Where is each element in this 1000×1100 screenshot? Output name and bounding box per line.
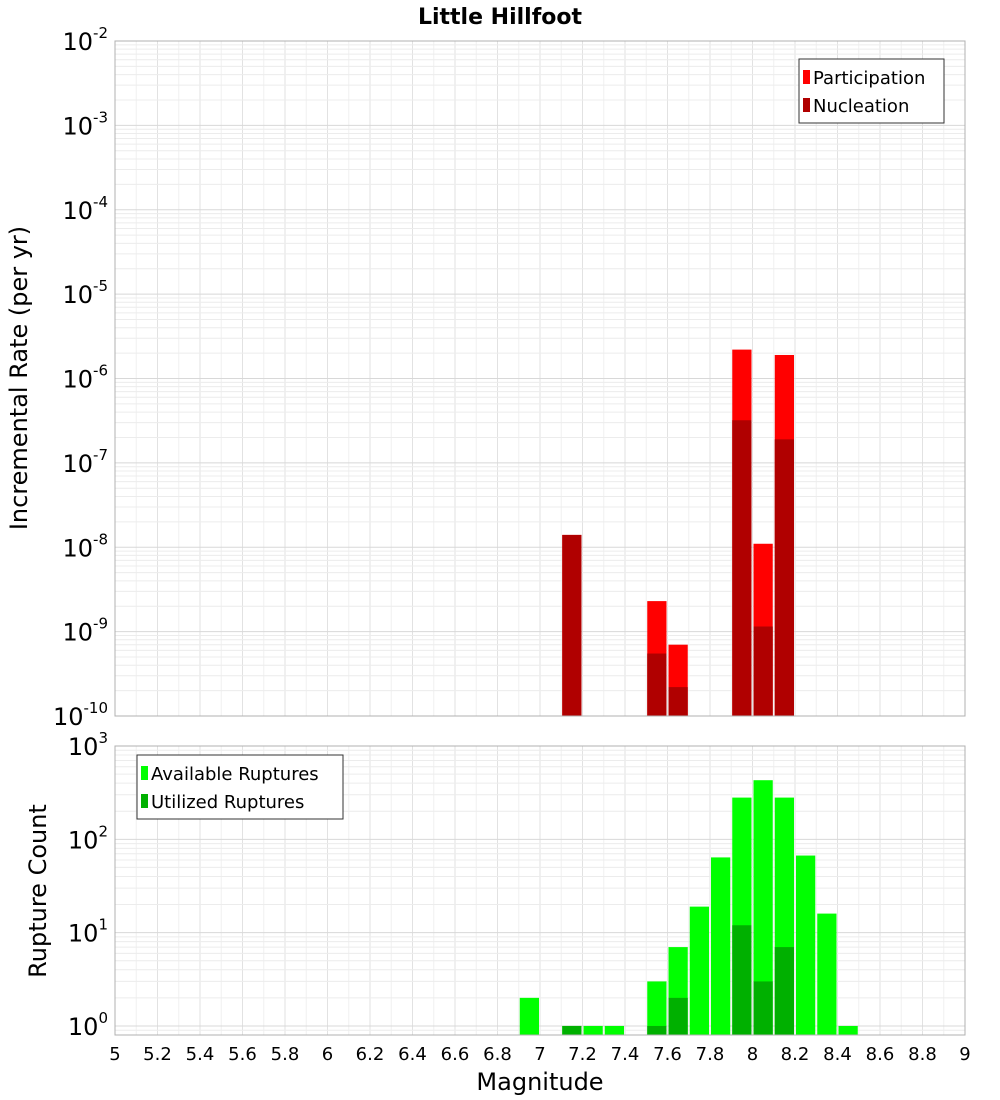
x-tick-label: 7 <box>534 1044 545 1065</box>
count-bar <box>668 997 688 1035</box>
rate-legend-swatch <box>803 70 810 84</box>
rate-bar <box>774 439 794 716</box>
x-tick-label: 7.6 <box>653 1044 682 1065</box>
rate-legend-swatch <box>803 98 810 112</box>
rupture-count-panel: 100 101 102 103 5 5.2 5.4 5.6 5.8 6 6.2 6.4 6.6 6.8 7… <box>24 729 971 1096</box>
count-bar <box>604 1025 624 1035</box>
x-tick-label: 9 <box>959 1044 970 1065</box>
count-bars <box>519 780 858 1035</box>
rate-legend-label: Nucleation <box>813 96 909 117</box>
x-tick-label: 6.4 <box>398 1044 427 1065</box>
x-tick-label: 5 <box>109 1044 120 1065</box>
rate-bar <box>668 687 688 716</box>
count-bar <box>689 906 709 1035</box>
count-bar <box>838 1025 858 1035</box>
count-y-ticks: 100 101 102 103 <box>68 729 108 1041</box>
count-y-tick-label: 100 <box>68 1009 108 1041</box>
count-bar <box>583 1025 603 1035</box>
count-legend-swatch <box>141 794 148 808</box>
count-legend-label: Available Ruptures <box>151 764 319 785</box>
count-bar <box>732 925 752 1035</box>
rate-bar <box>732 420 752 716</box>
x-tick-label: 6.8 <box>483 1044 512 1065</box>
rupture-count-y-axis-title: Rupture Count <box>24 804 52 978</box>
x-tick-label: 8 <box>747 1044 758 1065</box>
rate-bar <box>753 626 773 716</box>
x-tick-label: 5.4 <box>186 1044 215 1065</box>
count-bar <box>817 913 837 1035</box>
count-bar <box>647 1025 667 1035</box>
rate-y-tick-label: 10-2 <box>62 24 108 56</box>
rate-y-ticks: 10-10 10-9 10-8 10-7 10-6 10-5 10-4 10-3 10-2 <box>53 24 108 731</box>
rate-y-tick-label: 10-6 <box>62 362 108 394</box>
count-y-tick-label: 101 <box>68 916 108 948</box>
rate-y-axis-title: Incremental Rate (per yr) <box>5 226 33 530</box>
magnitude-x-axis-title: Magnitude <box>476 1068 603 1096</box>
rate-plot-frame <box>114 40 966 717</box>
rate-y-tick-label: 10-10 <box>53 699 108 731</box>
rate-bars <box>562 349 794 716</box>
x-tick-label: 8.6 <box>866 1044 895 1065</box>
count-legend: Available Ruptures Utilized Ruptures <box>136 754 344 820</box>
count-bar <box>647 981 667 1035</box>
count-bar <box>774 947 794 1035</box>
count-legend-swatch <box>141 766 148 780</box>
magnitude-x-ticks: 5 5.2 5.4 5.6 5.8 6 6.2 6.4 6.6 6.8 7 7.2 7.4 7.6 7.8 8… <box>109 1044 970 1065</box>
x-tick-label: 6 <box>322 1044 333 1065</box>
x-tick-label: 5.2 <box>143 1044 172 1065</box>
x-tick-label: 6.2 <box>356 1044 385 1065</box>
rate-y-tick-label: 10-3 <box>62 108 108 140</box>
x-tick-label: 8.8 <box>908 1044 937 1065</box>
count-bar <box>519 997 539 1035</box>
x-tick-label: 8.4 <box>823 1044 852 1065</box>
rate-legend-box <box>798 58 945 124</box>
count-y-tick-label: 103 <box>68 729 108 761</box>
rate-y-tick-label: 10-8 <box>62 530 108 562</box>
rate-y-tick-label: 10-9 <box>62 615 108 647</box>
rate-y-tick-label: 10-7 <box>62 446 108 478</box>
x-tick-label: 7.2 <box>568 1044 597 1065</box>
rate-y-tick-label: 10-4 <box>62 193 108 225</box>
count-bar <box>796 855 816 1035</box>
x-tick-label: 7.8 <box>696 1044 725 1065</box>
count-legend-label: Utilized Ruptures <box>151 792 304 813</box>
count-legend-box <box>136 754 344 820</box>
rate-y-tick-label: 10-5 <box>62 277 108 309</box>
x-tick-label: 6.6 <box>441 1044 470 1065</box>
count-bar <box>562 1025 582 1035</box>
x-tick-label: 7.4 <box>611 1044 640 1065</box>
chart-title: Little Hillfoot <box>418 5 583 30</box>
rate-panel: 10-10 10-9 10-8 10-7 10-6 10-5 10-4 10-3 10-2 In… <box>5 24 966 731</box>
x-tick-label: 5.6 <box>228 1044 257 1065</box>
x-tick-label: 8.2 <box>781 1044 810 1065</box>
rate-bar <box>647 653 667 716</box>
rate-grid <box>114 41 966 717</box>
count-plot-frame <box>114 745 966 1036</box>
rate-legend: Participation Nucleation <box>798 58 945 124</box>
count-bar <box>753 981 773 1035</box>
count-y-tick-label: 102 <box>68 822 108 854</box>
rate-legend-label: Participation <box>813 68 925 89</box>
rate-bar <box>562 534 582 716</box>
x-tick-label: 5.8 <box>271 1044 300 1065</box>
count-bar <box>753 780 773 1035</box>
count-bar <box>711 857 731 1035</box>
